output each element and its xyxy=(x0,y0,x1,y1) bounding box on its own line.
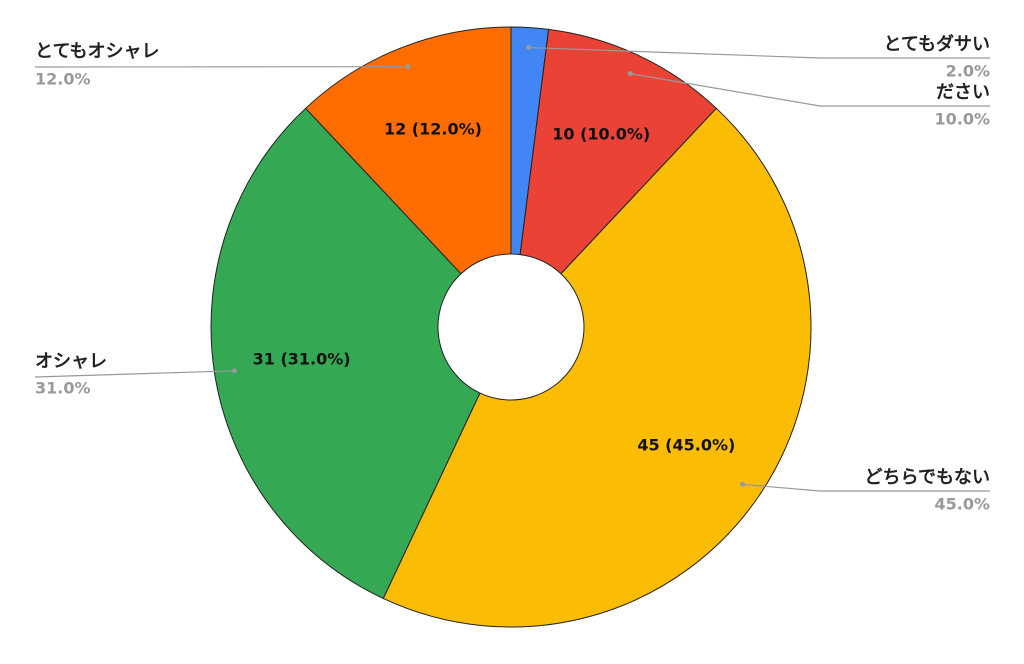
legend-label: どちらでもない xyxy=(865,467,990,488)
leader-dot xyxy=(740,481,746,487)
leader-dot xyxy=(627,71,633,77)
legend-label: とてもオシャレ xyxy=(35,41,160,62)
percent-label: 2.0% xyxy=(946,62,990,81)
slice xyxy=(210,107,481,600)
percent-label: 10.0% xyxy=(934,110,990,129)
leader-line xyxy=(630,73,990,107)
slice xyxy=(304,26,512,275)
slice-label: 31 (31.0%) xyxy=(253,350,351,369)
leader-dot xyxy=(231,368,237,374)
legend-label: オシャレ xyxy=(35,351,107,372)
slice-label: 45 (45.0%) xyxy=(637,436,735,455)
leader-dot xyxy=(526,45,532,51)
leader-line xyxy=(528,46,990,59)
leader-line xyxy=(742,483,990,492)
leader-line xyxy=(34,370,235,378)
percent-label: 12.0% xyxy=(35,70,91,89)
legend-label: とてもダサい xyxy=(883,33,990,55)
slice xyxy=(519,28,718,275)
percent-label: 45.0% xyxy=(934,495,990,514)
percent-label: 31.0% xyxy=(35,379,91,398)
slice-label: 12 (12.0%) xyxy=(384,119,482,138)
leader-dot xyxy=(405,64,411,70)
legend-label: ださい xyxy=(936,82,990,103)
slice-label: 10 (10.0%) xyxy=(552,125,650,144)
slice xyxy=(382,107,812,628)
